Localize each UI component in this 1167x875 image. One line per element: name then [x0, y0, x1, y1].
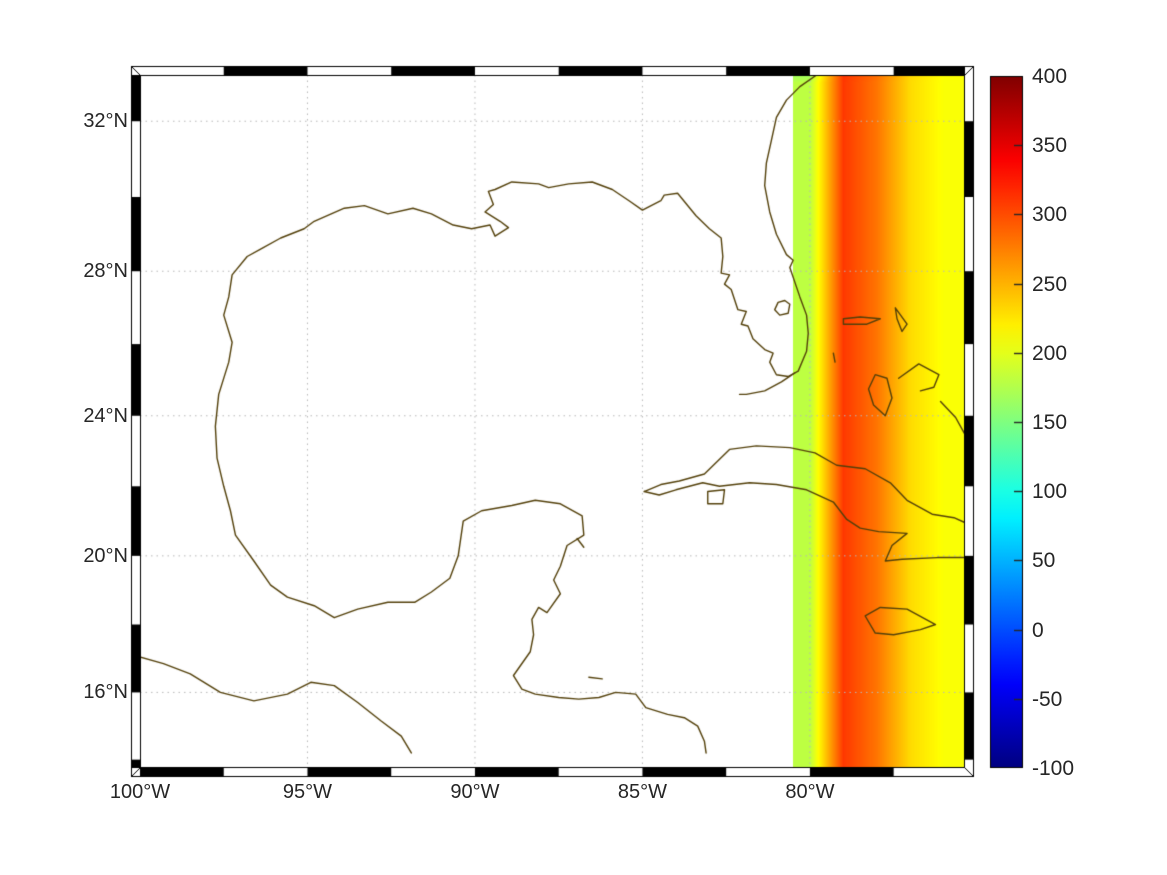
lat-tick-16n: 16°N [83, 681, 128, 704]
colorbar-tick-150: 150 [1032, 411, 1068, 434]
colorbar-tick-300: 300 [1032, 203, 1068, 227]
lon-tick-95w: 95°W [282, 781, 333, 803]
colorbar-tick-0: 0 [1032, 618, 1044, 642]
colorbar-tick-250: 250 [1032, 272, 1068, 296]
lat-tick-24n: 24°N [83, 404, 128, 427]
lon-tick-90w: 90°W [450, 781, 500, 803]
colorbar-tick-50: 50 [1032, 549, 1056, 573]
lat-tick-28n: 28°N [83, 260, 128, 283]
lat-tick-32n: 32°N [83, 110, 128, 133]
lon-tick-80w: 80°W [785, 781, 835, 803]
colorbar-tick-100: 100 [1032, 480, 1068, 504]
colorbar-tick-400: 400 [1032, 65, 1068, 88]
colorbar-tick-200: 200 [1032, 341, 1068, 365]
lon-tick-100w: 100°W [109, 781, 171, 803]
lon-tick-85w: 85°W [617, 781, 667, 803]
colorbar-tick-neg100: -100 [1032, 757, 1075, 780]
lat-tick-20n: 20°N [83, 544, 128, 567]
colorbar-tick-350: 350 [1032, 134, 1068, 158]
colorbar-tick-neg50: -50 [1032, 687, 1063, 711]
